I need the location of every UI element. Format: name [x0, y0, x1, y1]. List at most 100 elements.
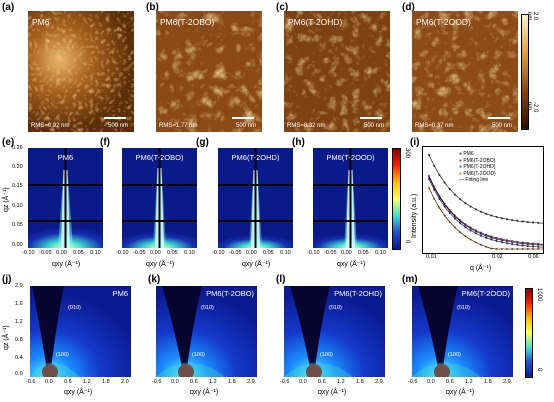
giwaxs-xtick: 1.2 [465, 379, 473, 385]
fitting-line [428, 176, 543, 246]
peak-010-label: (010) [329, 305, 342, 311]
cut-xlabel: qxy (Å⁻¹) [52, 261, 81, 268]
cuts-ytick: 0.26 [12, 145, 23, 151]
afm-title: PM6 [32, 17, 50, 27]
panel-label-c: (c) [276, 2, 289, 13]
legend-item: ● PM6(T-2OBO) [459, 157, 496, 164]
giwaxs-map: PM6(T-2OHD) (010) (100) [284, 286, 385, 377]
afm-image-t2obo: PM6(T-2OBO) RMS=1.77 nm 500 nm [156, 11, 262, 132]
giwaxs-xtick: 2.0 [247, 379, 255, 385]
panel-label-a: (a) [2, 2, 15, 13]
cuts-ytick: 0.15 [12, 183, 23, 189]
legend-item: ● PM6(T-2OHD) [459, 164, 496, 170]
giwaxs-xlabel: qxy (Å⁻¹) [64, 389, 93, 396]
panel-label-l: (l) [276, 274, 286, 285]
giwaxs-title: PM6(T-2OBO) [206, 289, 254, 298]
giwaxs-xtick: 1.8 [356, 379, 364, 385]
cut-xtick: 0.00 [246, 250, 257, 256]
cut-xtick: 0.05 [73, 250, 84, 256]
afm-title: PM6(T-2OHD) [288, 17, 343, 27]
cut-xtick: 0.05 [167, 250, 178, 256]
giwaxs-xtick: 0.6 [446, 379, 454, 385]
giwaxs-ytick: 0.8 [15, 337, 23, 343]
afm-texture [28, 11, 134, 132]
cut-streak [28, 148, 103, 248]
cut-xtick: 0.00 [341, 250, 352, 256]
cut-map-t2ohd: PM6(T-2OHD) [218, 148, 293, 248]
giwaxs-xtick: -0.6 [152, 379, 162, 385]
cuts-colorbar-top: 300 [404, 148, 410, 159]
afm-title: PM6(T-2OBO) [160, 17, 215, 27]
panel-label-h: (h) [292, 137, 305, 148]
giwaxs-xtick: 0.0 [299, 379, 307, 385]
cut-xlabel: qxy (Å⁻¹) [242, 261, 271, 268]
giwaxs-xtick: 1.2 [209, 379, 217, 385]
cut-xtick: -0.10 [307, 250, 320, 256]
scale-label: 500 nm [235, 123, 256, 129]
peak-010-label: (010) [68, 305, 81, 311]
cut-streak [218, 148, 293, 248]
cut-map-t2ood: PM6(T-2OOD) [313, 148, 388, 248]
panel-label-b: (b) [146, 2, 159, 13]
giwaxs-xtick: 1.2 [337, 379, 345, 385]
cut-map-t2obo: PM6(T-2OBO) [122, 148, 197, 248]
scale-bar [488, 117, 510, 119]
giwaxs-ytick: 1.6 [15, 301, 23, 307]
giwaxs-xtick: 2.0 [503, 379, 511, 385]
cut-streak [313, 148, 388, 248]
cut-map-pm6: PM6 [28, 148, 103, 248]
cut-streak [122, 148, 197, 248]
cut-xtick: 0.05 [263, 250, 274, 256]
giwaxs-ytick: 1.2 [15, 319, 23, 325]
cut-xtick: 0.10 [375, 250, 386, 256]
cut-title: PM6(T-2OOD) [326, 153, 375, 162]
cut-xtick: -0.05 [133, 250, 146, 256]
scale-bar [232, 117, 254, 119]
cut-xtick: -0.05 [39, 250, 52, 256]
giwaxs-xtick: 0.0 [171, 379, 179, 385]
giwaxs-xtick: 1.2 [83, 379, 91, 385]
giwaxs-ytick: 2.0 [15, 283, 23, 289]
giwaxs-xtick: -0.6 [408, 379, 418, 385]
profile-xtick: 0.06 [528, 254, 539, 260]
afm-image-t2ohd: PM6(T-2OHD) RMS=0.32 nm 500 nm [284, 11, 390, 132]
cut-xtick: 0.00 [56, 250, 67, 256]
afm-colorbar [521, 14, 529, 130]
peak-100-label: (100) [192, 352, 205, 358]
giwaxs-xtick: -0.6 [280, 379, 290, 385]
panel-label-g: (g) [196, 137, 209, 148]
profile-xtick: 0.01 [426, 254, 437, 260]
cut-title: PM6 [57, 153, 74, 162]
cuts-ytick: 0.20 [12, 164, 23, 170]
giwaxs-xtick: 1.8 [228, 379, 236, 385]
afm-rms: RMS=1.77 nm [159, 123, 198, 129]
afm-texture [284, 11, 390, 132]
giwaxs-xlabel: qxy (Å⁻¹) [190, 389, 219, 396]
cuts-ylabel: qz (Å⁻¹) [3, 187, 10, 212]
afm-colorbar-bottom: -2.0 nm [526, 102, 538, 113]
giwaxs-xtick: 0.6 [318, 379, 326, 385]
giwaxs-colorbar-top: 1000 [536, 288, 542, 302]
giwaxs-xtick: 1.8 [484, 379, 492, 385]
peak-010-label: (010) [201, 305, 214, 311]
cut-xtick: 0.10 [90, 250, 101, 256]
giwaxs-map: PM6(T-2OBO) (010) (100) [156, 286, 257, 377]
giwaxs-xtick: 0.6 [190, 379, 198, 385]
giwaxs-xtick: 2.0 [375, 379, 383, 385]
giwaxs-xtick: 0.0 [427, 379, 435, 385]
peak-100-label: (100) [448, 352, 461, 358]
profile-legend: ● PM6 ● PM6(T-2OBO) ● PM6(T-2OHD) ● PM6(… [459, 151, 496, 184]
peak-100-label: (100) [320, 352, 333, 358]
cut-title: PM6(T-2OHD) [231, 153, 280, 162]
fitting-line [428, 187, 543, 250]
fitting-line [428, 154, 543, 224]
legend-item: ● PM6(T-2OOD) [459, 170, 496, 177]
legend-item: — Fitting line [459, 177, 489, 183]
cuts-colorbar-bottom: 0 [404, 240, 410, 244]
giwaxs-title: PM6(T-2OHD) [334, 289, 382, 298]
cut-xtick: -0.10 [212, 250, 225, 256]
cut-title: PM6(T-2OBO) [135, 153, 184, 162]
profile-xtick: 0.02 [492, 254, 503, 260]
giwaxs-ytick: 0.4 [15, 355, 23, 361]
afm-rms: RMS=0.37 nm [415, 123, 454, 129]
